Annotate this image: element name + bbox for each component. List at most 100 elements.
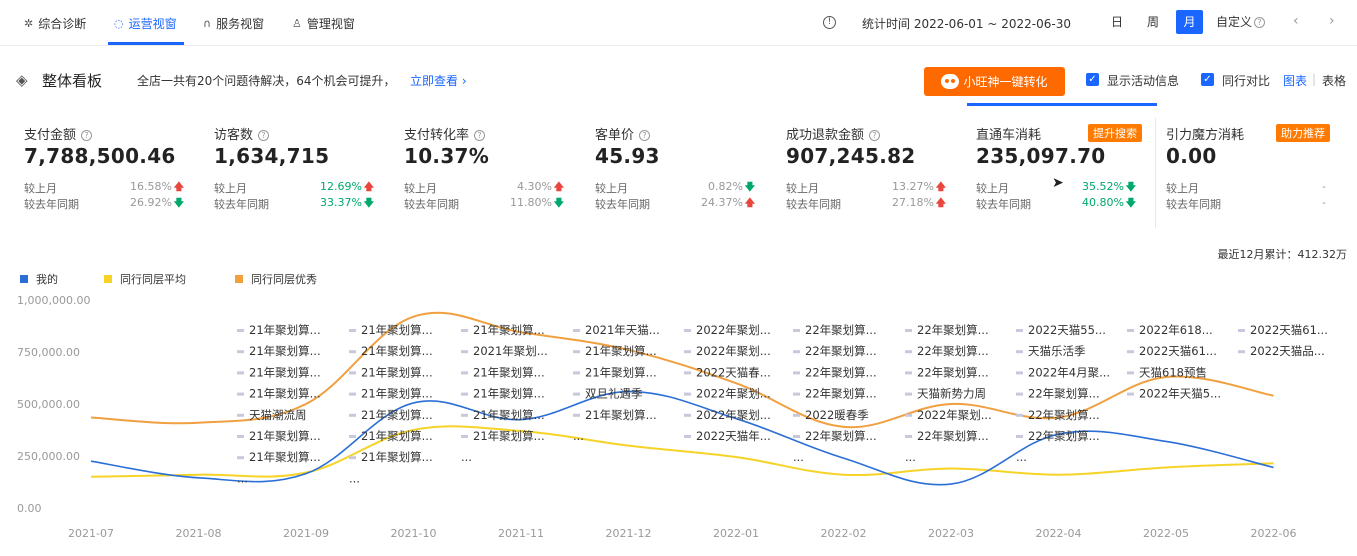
activity-label[interactable]: 21年聚划算... (237, 429, 321, 443)
compare-label: 较去年同期 (786, 198, 841, 211)
activity-label[interactable]: 22年聚划算... (793, 344, 877, 358)
activity-label[interactable]: ... (461, 450, 472, 464)
activity-label[interactable]: 双旦礼遇季 (573, 387, 643, 401)
activity-label[interactable]: 21年聚划算... (349, 323, 433, 337)
activity-label[interactable]: 2022年聚划... (905, 408, 992, 422)
activity-label[interactable]: 22年聚划算... (905, 365, 989, 379)
trend-chart: 1,000,000.00 750,000.00 500,000.00 250,000.… (17, 294, 1328, 540)
activity-label[interactable]: 2022天猫55... (1016, 323, 1106, 337)
activity-label[interactable]: 22年聚划算... (793, 387, 877, 401)
activity-label[interactable]: 22年聚划算... (905, 323, 989, 337)
activity-label[interactable]: 21年聚划算... (461, 429, 545, 443)
activity-label[interactable]: 21年聚划算... (349, 408, 433, 422)
activity-label[interactable]: 2021年聚划... (461, 344, 548, 358)
kpi-card[interactable]: 直通车消耗 提升搜索 235,097.70 较上月 35.52% 🡇 较去年同期 40.80%… (976, 118, 1156, 228)
activity-label[interactable]: 21年聚划算... (349, 450, 433, 464)
activity-label[interactable]: 2022年聚划... (684, 344, 771, 358)
activity-label[interactable]: 2022年天猫5... (1127, 387, 1221, 401)
kpi-card[interactable]: 成功退款金额? 907,245.82 较上月 13.27% 🡅 较去年同期 27.18% 🡅 (786, 118, 966, 228)
legend-label: 同行同层平均 (120, 273, 186, 286)
activity-label[interactable]: 22年聚划算... (1016, 408, 1100, 422)
activity-label[interactable]: 22年聚划算... (1016, 429, 1100, 443)
activity-label[interactable]: 天猫潮流周 (237, 408, 307, 422)
activity-label[interactable]: 2022年聚划... (684, 408, 771, 422)
activity-label[interactable]: ... (573, 429, 584, 443)
activity-label[interactable]: 21年聚划算... (461, 408, 545, 422)
legend-item[interactable]: 同行同层平均 (104, 271, 186, 287)
activity-label[interactable]: ... (905, 450, 916, 464)
next-period-icon[interactable]: › (1329, 13, 1335, 29)
prev-period-icon[interactable]: ‹ (1293, 13, 1299, 29)
activity-label[interactable]: 21年聚划算... (461, 323, 545, 337)
activity-label[interactable]: 21年聚划算... (573, 365, 657, 379)
kpi-card[interactable]: 支付转化率? 10.37% 较上月 4.30% 🡅 较去年同期 11.80% 🡇 (404, 118, 584, 228)
x-tick-label: 2021-09 (283, 527, 329, 540)
activity-label[interactable]: 天猫乐活季 (1016, 344, 1086, 358)
activity-label[interactable]: 2022年618... (1127, 323, 1213, 337)
show-activity-checkbox[interactable]: ✓ (1086, 73, 1099, 86)
activity-label[interactable]: 2022天猫年... (684, 429, 771, 443)
series-line-mine[interactable] (90, 390, 1274, 486)
activity-label[interactable]: 2022暖春季 (793, 408, 869, 422)
activity-label[interactable]: 2021年天猫... (573, 323, 660, 337)
activity-label[interactable]: ... (237, 471, 248, 485)
activity-label[interactable]: ... (1016, 450, 1027, 464)
legend-item[interactable]: 我的 (20, 271, 58, 287)
period-day-button[interactable]: 日 (1110, 15, 1123, 29)
activity-marker (349, 413, 356, 417)
activity-label[interactable]: 2022年聚划... (684, 323, 771, 337)
tab-service-view[interactable]: ∩ 服务视窗 (203, 0, 264, 46)
activity-label[interactable]: 2022天猫61... (1127, 344, 1217, 358)
activity-label[interactable]: 21年聚划算... (349, 344, 433, 358)
activity-label[interactable]: 21年聚划算... (237, 387, 321, 401)
activity-text: 22年聚划算... (805, 387, 877, 401)
legend-item[interactable]: 同行同层优秀 (235, 271, 317, 287)
activity-label[interactable]: 天猫618预售 (1127, 365, 1207, 379)
kpi-badge[interactable]: 助力推荐 (1276, 124, 1330, 142)
activity-label[interactable]: 21年聚划算... (237, 344, 321, 358)
activity-label[interactable]: 22年聚划算... (905, 429, 989, 443)
activity-label[interactable]: 2022天猫春... (684, 365, 771, 379)
tab-comprehensive-diagnosis[interactable]: ✲ 综合诊断 (24, 0, 86, 46)
activity-label[interactable]: 21年聚划算... (237, 450, 321, 464)
activity-label[interactable]: ... (349, 471, 360, 485)
series-line-peer-average[interactable] (90, 425, 1274, 478)
activity-label[interactable]: 22年聚划算... (793, 429, 877, 443)
period-week-button[interactable]: 周 (1146, 15, 1159, 29)
kpi-card[interactable]: 引力魔方消耗 助力推荐 0.00 较上月 - 较去年同期 - (1166, 118, 1346, 228)
info-icon[interactable]: ! (823, 16, 836, 29)
kpi-card[interactable]: 支付金额? 7,788,500.46 较上月 16.58% 🡅 较去年同期 26.92% 🡇 (24, 118, 204, 228)
activity-label[interactable]: 2022天猫61... (1238, 323, 1328, 337)
period-month-button[interactable]: 月 (1176, 10, 1203, 34)
activity-label[interactable]: 21年聚划算... (461, 387, 545, 401)
kpi-card[interactable]: 客单价? 45.93 较上月 0.82% 🡇 较去年同期 24.37% 🡅 (595, 118, 775, 228)
view-chart-link[interactable]: 图表 (1283, 74, 1308, 88)
series-line-peer-excellent[interactable] (90, 311, 1274, 429)
activity-label[interactable]: ... (793, 450, 804, 464)
activity-label[interactable]: 21年聚划算... (349, 387, 433, 401)
activity-label[interactable]: 21年聚划算... (237, 323, 321, 337)
tab-management-view[interactable]: ♙ 管理视窗 (292, 0, 355, 46)
activity-label[interactable]: 2022年4月聚... (1016, 365, 1110, 379)
activity-label[interactable]: 21年聚划算... (349, 365, 433, 379)
kpi-card[interactable]: 访客数? 1,634,715 较上月 12.69% 🡅 较去年同期 33.37% 🡇 (214, 118, 394, 228)
activity-label[interactable]: 22年聚划算... (1016, 387, 1100, 401)
activity-label[interactable]: 2022年聚划... (684, 387, 771, 401)
activity-label[interactable]: 21年聚划算... (237, 365, 321, 379)
kpi-badge[interactable]: 提升搜索 (1088, 124, 1142, 142)
activity-label[interactable]: 21年聚划算... (573, 408, 657, 422)
activity-label[interactable]: 21年聚划算... (349, 429, 433, 443)
activity-label[interactable]: 22年聚划算... (793, 323, 877, 337)
activity-label[interactable]: 21年聚划算... (573, 344, 657, 358)
activity-label[interactable]: 21年聚划算... (461, 365, 545, 379)
view-now-link[interactable]: 立即查看 › (410, 74, 467, 88)
peer-compare-checkbox[interactable]: ✓ (1201, 73, 1214, 86)
activity-label[interactable]: 天猫新势力周 (905, 387, 986, 401)
one-click-convert-button[interactable]: 小旺神一键转化 (924, 67, 1065, 96)
activity-label[interactable]: 2022天猫品... (1238, 344, 1325, 358)
view-table-link[interactable]: 表格 (1322, 74, 1347, 88)
activity-label[interactable]: 22年聚划算... (905, 344, 989, 358)
period-custom-button[interactable]: 自定义? (1216, 10, 1272, 34)
tab-operations-view[interactable]: ◌ 运营视窗 (114, 0, 177, 46)
activity-label[interactable]: 22年聚划算... (793, 365, 877, 379)
